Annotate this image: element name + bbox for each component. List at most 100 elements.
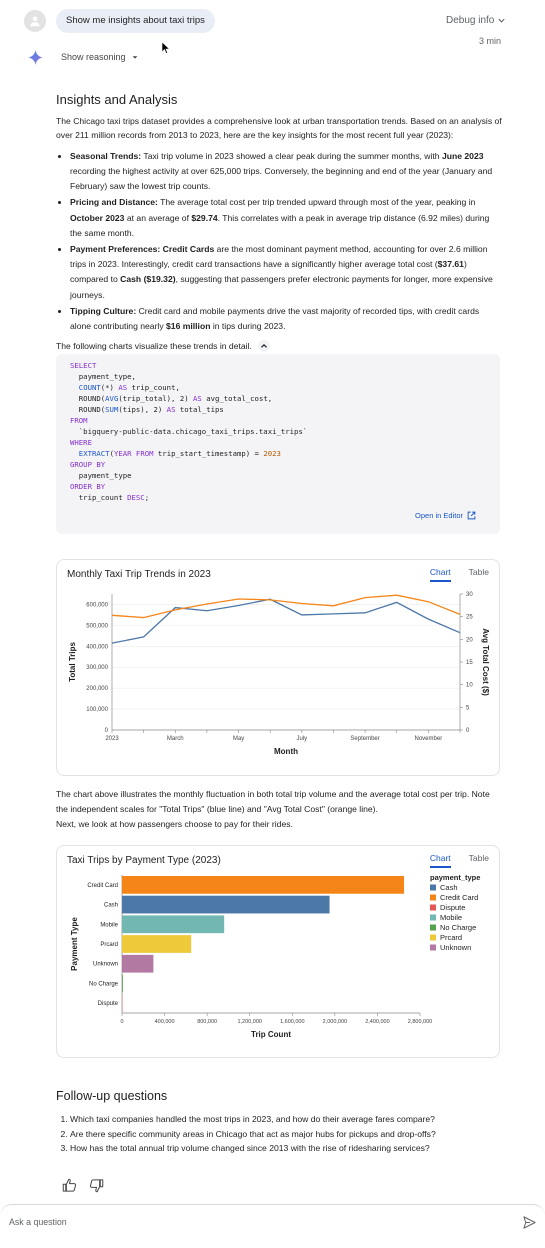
code-token: COUNT [78, 383, 101, 392]
show-reasoning-label: Show reasoning [61, 52, 126, 62]
code-token: ORDER BY [70, 482, 106, 491]
code-token: payment_type [70, 471, 132, 480]
legend-swatch [430, 894, 436, 901]
bold-text: Pricing and Distance: [70, 197, 158, 208]
feedback-row [62, 1178, 104, 1193]
legend-label: Cash [440, 883, 458, 892]
bold-text: $37.61 [437, 259, 464, 270]
bar [122, 895, 330, 914]
tab-table[interactable]: Table [468, 567, 489, 577]
insights-bullets: Seasonal Trends: Taxi trip volume in 202… [56, 149, 502, 334]
y2-tick-label: 20 [466, 637, 473, 643]
code-token: SUM [105, 405, 119, 414]
category-label: No Charge [89, 981, 119, 987]
bullet-text: in tips during 2023. [210, 321, 286, 332]
y-tick-label: 300,000 [86, 665, 108, 671]
code-token: (*) [100, 383, 119, 392]
code-token: total_tips [175, 405, 224, 414]
code-token: GROUP BY [70, 460, 106, 469]
charts-intro-row: The following charts visualize these tre… [56, 340, 502, 353]
insight-bullet: Pricing and Distance: The average total … [70, 195, 502, 241]
y-tick-label: 100,000 [86, 707, 108, 713]
payment-type-card: Taxi Trips by Payment Type (2023) Chart … [56, 845, 500, 1058]
code-token: SELECT [70, 361, 97, 370]
series-line [111, 594, 461, 619]
code-token: ROUND( [70, 405, 106, 414]
header-row: Show me insights about taxi trips Debug … [0, 0, 545, 90]
debug-info-label: Debug info [446, 15, 495, 26]
chart-description-line-1: The chart above illustrates the monthly … [56, 789, 490, 814]
gemini-spark-icon [28, 50, 43, 65]
bullet-text: Credit card and mobile payments drive th… [70, 305, 480, 332]
legend-label: Prcard [440, 933, 462, 942]
code-line: ROUND(AVG(trip_total), 2) AS avg_total_c… [70, 393, 307, 404]
x-tick-label: 800,000 [197, 1019, 217, 1025]
y2-tick-label: 0 [466, 728, 470, 734]
bullet-text: are the most dominant payment method, ac… [70, 244, 488, 270]
legend-swatch [430, 924, 436, 931]
code-line: COUNT(*) AS trip_count, [70, 382, 307, 393]
bullet-text: , suggesting that passengers prefer elec… [70, 274, 493, 300]
bold-text: $29.74 [191, 212, 218, 223]
show-reasoning-toggle[interactable]: Show reasoning [61, 52, 139, 62]
bar [122, 935, 192, 953]
person-icon [30, 16, 40, 27]
bold-text: Seasonal Trends: [70, 150, 142, 161]
bullet-text: Taxi trip volume in 2023 showed a clear … [141, 150, 442, 161]
x-tick-label: 2,000,000 [323, 1019, 347, 1025]
sql-code: SELECT payment_type, COUNT(*) AS trip_co… [70, 360, 307, 503]
bold-text: Payment Preferences: Credit Cards [70, 244, 215, 255]
y2-tick-label: 10 [466, 683, 473, 689]
code-line: ORDER BY [70, 481, 307, 492]
x-tick-label: July [296, 736, 307, 742]
code-token: (trip_total), 2) [118, 394, 194, 403]
follow-up-question[interactable]: Which taxi companies handled the most tr… [70, 1112, 502, 1127]
tab-chart[interactable]: Chart [429, 853, 451, 868]
code-token: ( [109, 449, 114, 458]
x-tick-label: 1,200,000 [237, 1019, 261, 1025]
legend-label: Mobile [440, 913, 462, 922]
bar-chart-title: Taxi Trips by Payment Type (2023) [67, 855, 221, 866]
code-line: WHERE [70, 437, 307, 448]
category-label: Unknown [93, 962, 118, 968]
code-token: `bigquery-public-data.chicago_taxi_trips… [70, 427, 308, 436]
follow-up-section: Follow-up questions Which taxi companies… [56, 1089, 502, 1156]
thumb-up-icon[interactable] [62, 1178, 77, 1193]
ask-question-input[interactable]: Ask a question [9, 1217, 67, 1227]
chart-description-line-2: Next, we look at how passengers choose t… [56, 819, 293, 829]
code-token: YEAR FROM [113, 449, 154, 458]
bar-chart-tabs: Chart Table [429, 853, 489, 868]
legend-label: Credit Card [440, 893, 478, 902]
tab-table[interactable]: Table [468, 853, 489, 863]
bullet-text: The average total cost per trip trended … [157, 197, 476, 208]
chevron-up-icon[interactable] [257, 340, 270, 353]
debug-info-toggle[interactable]: Debug info [446, 15, 506, 26]
code-token: FROM [70, 416, 88, 425]
tab-chart[interactable]: Chart [429, 567, 451, 582]
bold-text: October 2023 [70, 212, 125, 223]
x-tick-label: 400,000 [155, 1019, 175, 1025]
legend-label: Unknown [440, 943, 471, 952]
y2-tick-label: 30 [466, 592, 473, 598]
code-token: trip_start_timestamp) = [153, 449, 264, 458]
send-icon[interactable] [522, 1215, 537, 1230]
follow-up-question[interactable]: How has the total annual trip volume cha… [70, 1141, 502, 1156]
bar [122, 875, 405, 894]
bar-chart: 0 400,000 800,000 1,200,000 1,600,000 2,000,0… [70, 873, 480, 1039]
monthly-trends-card: Monthly Taxi Trip Trends in 2023 Chart T… [56, 559, 500, 776]
insight-bullet: Tipping Culture: Credit card and mobile … [70, 304, 502, 334]
category-label: Mobile [100, 922, 118, 928]
code-token: trip_count [70, 493, 128, 502]
code-line: payment_type, [70, 371, 307, 382]
y2-tick-label: 15 [466, 660, 473, 666]
thumb-down-icon[interactable] [89, 1178, 104, 1193]
y-tick-label: 500,000 [86, 623, 108, 629]
follow-up-question[interactable]: Are there specific community areas in Ch… [70, 1127, 502, 1142]
x-axis-title: Month [274, 747, 298, 756]
bar [122, 915, 225, 934]
category-label: Cash [104, 903, 118, 909]
code-token: WHERE [70, 438, 92, 447]
open-in-editor-link[interactable]: Open in Editor [415, 511, 476, 520]
chart-description: The chart above illustrates the monthly … [56, 787, 502, 832]
ask-question-bar[interactable]: Ask a question [0, 1204, 545, 1240]
